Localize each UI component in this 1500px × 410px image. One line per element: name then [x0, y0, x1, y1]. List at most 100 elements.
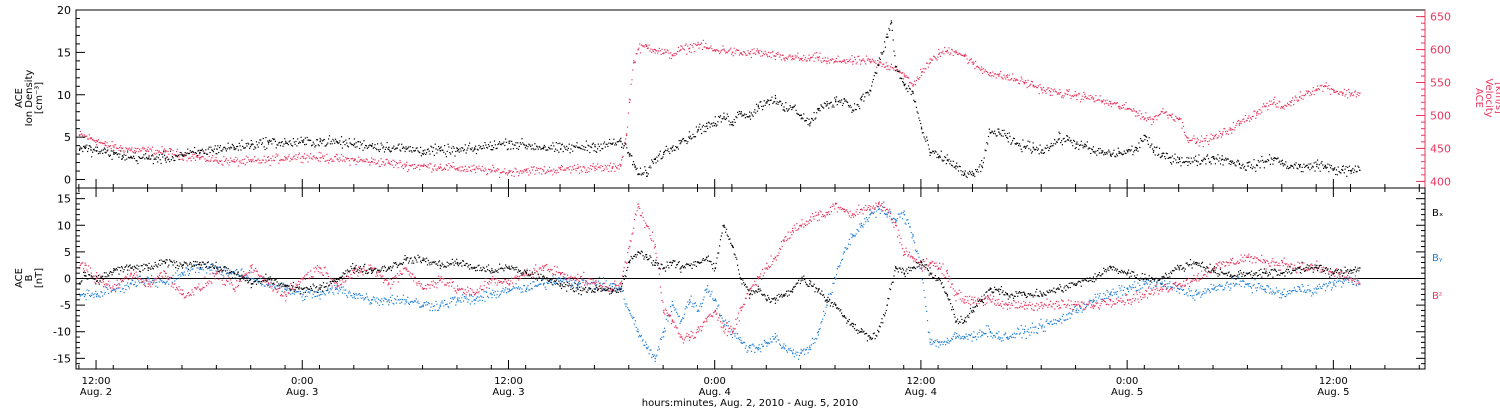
data-point: [1048, 323, 1051, 325]
data-point: [556, 149, 558, 151]
data-point: [188, 273, 190, 275]
data-point: [910, 232, 912, 234]
data-point: [422, 304, 424, 306]
data-point: [752, 115, 754, 117]
data-point: [1247, 283, 1249, 286]
data-point: [890, 63, 892, 65]
data-point: [1358, 95, 1360, 97]
data-point: [1214, 134, 1216, 137]
data-point: [738, 110, 740, 113]
data-point: [636, 53, 638, 55]
data-point: [631, 316, 633, 318]
data-point: [1348, 281, 1350, 283]
data-point: [1131, 145, 1133, 147]
data-point: [384, 163, 386, 165]
data-point: [985, 70, 987, 72]
data-point: [141, 281, 143, 283]
data-point: [921, 279, 923, 281]
data-point: [508, 290, 510, 292]
data-point: [1123, 104, 1125, 106]
data-point: [962, 171, 964, 173]
data-point: [1086, 141, 1088, 143]
data-point: [1164, 283, 1167, 285]
data-point: [1080, 307, 1082, 309]
data-point: [796, 55, 798, 57]
data-point: [132, 151, 134, 153]
data-point: [359, 141, 361, 143]
data-point: [450, 165, 452, 167]
data-point: [1248, 285, 1250, 287]
data-point: [758, 52, 760, 54]
data-point: [439, 147, 441, 149]
data-point: [860, 222, 862, 224]
data-point: [1213, 138, 1215, 140]
data-point: [1200, 163, 1202, 165]
data-point: [508, 171, 510, 173]
data-point: [696, 310, 698, 312]
data-point: [1067, 135, 1069, 137]
data-point: [151, 279, 154, 281]
data-point: [749, 111, 751, 113]
data-point: [1222, 289, 1224, 291]
data-point: [505, 287, 507, 289]
data-point: [994, 73, 996, 75]
data-point: [803, 55, 805, 57]
data-point: [1146, 117, 1149, 119]
data-point: [955, 337, 957, 340]
data-point: [390, 160, 392, 163]
data-point: [1161, 283, 1163, 285]
data-point: [921, 132, 923, 134]
data-point: [1126, 287, 1128, 289]
data-point: [647, 346, 649, 348]
data-point: [1230, 128, 1232, 130]
data-point: [1241, 280, 1243, 282]
data-point: [387, 148, 389, 150]
data-point: [554, 150, 556, 152]
data-point: [313, 155, 315, 157]
data-point: [696, 131, 698, 133]
data-point: [180, 275, 182, 277]
data-point: [954, 166, 956, 168]
data-point: [860, 99, 863, 101]
data-point: [1059, 318, 1061, 320]
data-point: [1283, 108, 1285, 110]
data-point: [779, 343, 781, 345]
data-point: [744, 53, 746, 55]
data-point: [1118, 107, 1120, 109]
data-point: [100, 291, 102, 293]
data-point: [1127, 151, 1129, 153]
data-point: [311, 158, 313, 160]
data-point: [814, 118, 816, 120]
data-point: [348, 160, 350, 162]
data-point: [980, 170, 982, 173]
data-point: [587, 167, 589, 169]
data-point: [1027, 140, 1029, 142]
data-point: [433, 154, 435, 156]
data-point: [343, 140, 345, 142]
data-point: [478, 165, 480, 167]
data-point: [633, 323, 636, 325]
data-point: [419, 168, 421, 171]
data-point: [1146, 140, 1149, 142]
data-point: [1230, 283, 1232, 285]
data-point: [389, 296, 392, 298]
data-point: [847, 104, 850, 107]
data-point: [894, 55, 896, 57]
data-point: [864, 218, 866, 220]
data-point: [301, 140, 303, 142]
data-point: [981, 165, 983, 167]
data-point: [1261, 111, 1263, 113]
data-point: [115, 287, 117, 290]
data-point: [1311, 94, 1313, 96]
data-point: [816, 112, 818, 114]
data-point: [205, 149, 207, 151]
data-point: [1196, 164, 1198, 167]
data-point: [690, 51, 692, 53]
data-point: [514, 287, 516, 289]
data-point: [415, 147, 417, 149]
data-point: [463, 169, 465, 171]
data-point: [173, 159, 175, 162]
data-point: [718, 115, 720, 118]
data-point: [344, 293, 346, 295]
data-point: [410, 301, 412, 303]
